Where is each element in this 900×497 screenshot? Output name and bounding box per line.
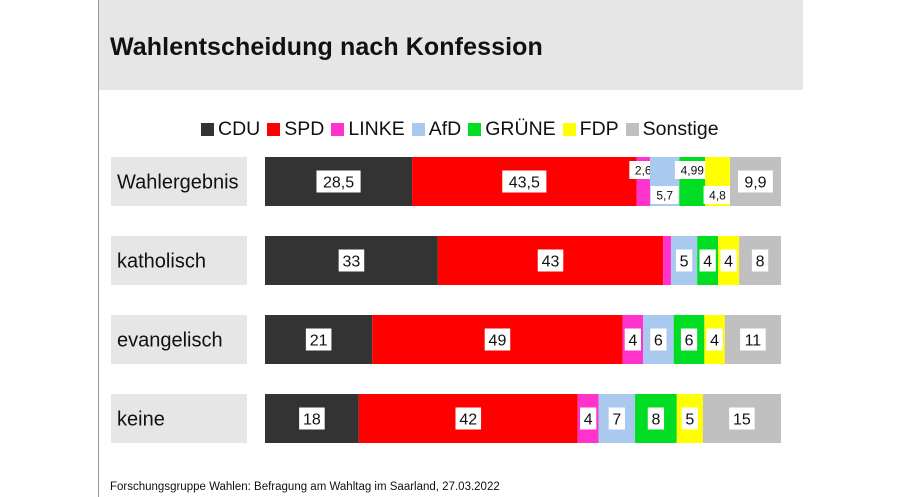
data-label-sonstige: 9,9 [744,174,766,191]
legend-item-fdp: FDP [562,117,619,141]
data-label-cdu: 21 [310,332,328,349]
legend-label: GRÜNE [485,117,556,140]
category-label: katholisch [117,251,206,273]
data-label-fdp: 4 [710,332,719,349]
legend-item-gruene: GRÜNE [468,117,556,141]
data-label-gruene: 8 [651,411,660,428]
legend-item-afd: AfD [411,117,462,141]
chart-title: Wahlentscheidung nach Konfession [110,33,543,61]
bar-row-evangelisch: evangelisch 21 49 4 6 6 4 11 [111,315,781,364]
data-label-afd: 6 [654,332,663,349]
category-label-bg [111,394,247,443]
data-label-bg [740,328,766,351]
data-label-bg [580,407,597,430]
data-label-bg [738,170,773,193]
data-label-bg [650,186,679,204]
data-label-spd: 49 [489,332,507,349]
data-label-bg [305,328,332,351]
data-label-cdu: 33 [343,253,361,270]
legend-item-spd: SPD [267,118,324,141]
bar-row-keine: keine 18 42 4 7 8 5 15 [111,394,781,443]
data-label-sonstige: 15 [733,411,751,428]
legend-label: Sonstige [642,117,719,140]
data-label-bg [484,328,511,351]
legend: CDU SPD LINKE AfD GRÜNE FDP Sonstige [201,117,726,141]
data-label-bg [751,249,769,272]
title-band: Wahlentscheidung nach Konfession [99,0,803,90]
data-label-spd: 42 [459,411,477,428]
data-label-gruene: 6 [685,332,694,349]
data-label-bg [680,328,698,351]
legend-label: AfD [428,117,462,140]
legend-item-sonstige: Sonstige [625,117,719,141]
data-label-afd: 5 [680,253,689,270]
category-label-bg [111,315,247,364]
data-label-bg [299,407,325,430]
data-label-bg [502,170,547,193]
data-label-bg [703,186,732,204]
data-label-linke: 2,6 [635,163,652,177]
legend-swatch [562,122,576,136]
data-label-gruene: 4 [703,253,712,270]
chart-frame: Wahlentscheidung nach Konfession CDU SPD L… [98,0,803,497]
data-label-bg [674,161,710,179]
legend-item-cdu: CDU [201,118,260,141]
legend-swatch [468,122,482,136]
data-label-bg [729,407,755,430]
legend-label: CDU [218,117,261,140]
data-label-bg [537,249,564,272]
legend-swatch [201,122,214,136]
data-label-bg [647,407,665,430]
data-label-linke: 4 [628,332,637,349]
legend-swatch [331,122,345,136]
category-label-bg [111,236,247,285]
data-label-afd: 7 [612,411,621,428]
source-note: Forschungsgruppe Wahlen: Befragung am Wa… [110,481,500,493]
legend-label: LINKE [348,117,405,140]
data-label-bg [316,170,361,193]
data-label-fdp: 5 [685,411,694,428]
data-label-fdp: 4 [724,253,733,270]
data-label-bg [608,407,625,430]
bar-row-katholisch: katholisch 33 43 5 4 4 8 [111,236,781,285]
data-label-sonstige: 8 [756,253,765,270]
legend-swatch [411,122,425,136]
chart-plot-area: Wahlergebnis 28,5 43,5 2,6 5,7 4,99 4,8 9,9 kath… [111,157,781,443]
data-label-bg [699,249,716,272]
bar-segment-linke [663,236,671,285]
data-label-bg [338,249,365,272]
category-label-bg [111,157,247,206]
data-label-bg [681,407,698,430]
data-label-sonstige: 11 [745,332,762,349]
data-label-bg [624,328,641,351]
data-label-spd: 43,5 [509,174,540,191]
data-label-cdu: 28,5 [323,174,354,191]
legend-swatch [267,122,281,136]
data-label-cdu: 18 [303,411,321,428]
data-label-bg [706,328,723,351]
data-label-gruene: 4,99 [681,163,705,177]
data-label-bg [675,249,693,272]
data-label-spd: 43 [542,253,560,270]
bar-row-wahlergebnis: Wahlergebnis 28,5 43,5 2,6 5,7 4,99 4,8 9,9 [111,157,781,206]
legend-swatch [625,122,639,136]
legend-label: FDP [579,117,619,140]
data-label-fdp: 4,8 [709,188,726,202]
legend-label: SPD [284,117,325,140]
data-label-afd: 5,7 [656,188,673,202]
legend-item-linke: LINKE [331,117,405,141]
data-label-bg [650,328,667,351]
data-label-bg [720,249,737,272]
data-label-linke: 4 [584,411,593,428]
data-label-bg [455,407,482,430]
category-label: Wahlergebnis [117,172,239,194]
category-label: evangelisch [117,330,223,352]
category-label: keine [117,409,165,431]
